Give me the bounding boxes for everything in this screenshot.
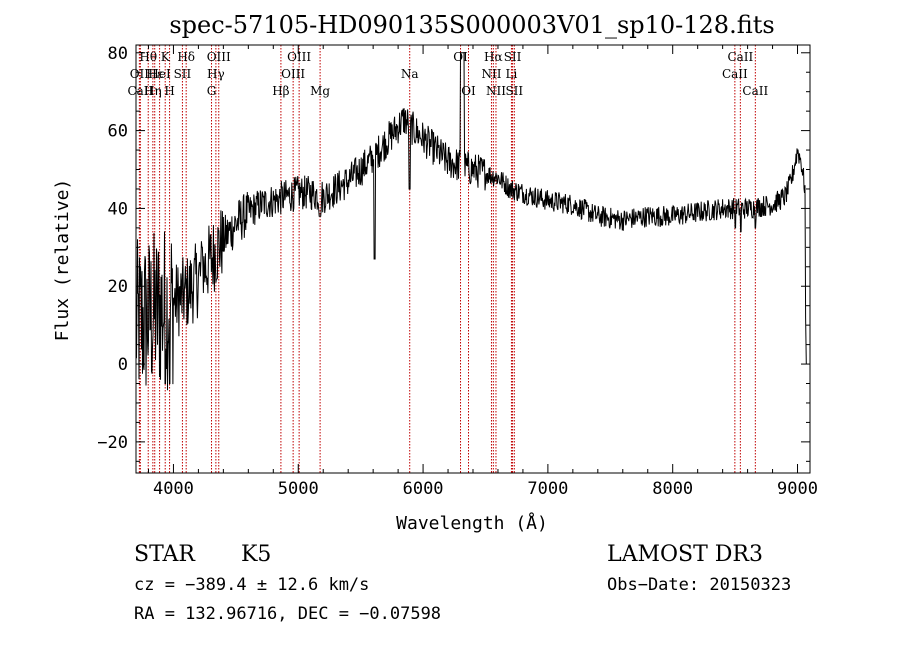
line-label-5: HeI <box>148 67 171 81</box>
line-label-6: Hη <box>144 84 162 98</box>
line-label-7: SII <box>174 67 192 81</box>
y-tick-label-0: −20 <box>97 433 128 453</box>
line-label-25: SII <box>505 84 523 98</box>
y-axis-label: Flux (relative) <box>52 179 73 342</box>
line-label-12: G <box>207 84 217 98</box>
object-subclass: K5 <box>241 542 271 567</box>
x-tick-label-5: 9000 <box>777 479 818 499</box>
line-label-20: Hα <box>484 50 503 64</box>
coordinates: RA = 132.96716, DEC = −0.07598 <box>134 604 441 624</box>
line-label-13: OIII <box>287 50 311 64</box>
redshift-readout: cz = −389.4 ± 12.6 km/s <box>134 575 369 595</box>
line-label-4: Hε <box>146 67 163 81</box>
line-label-17: Na <box>401 67 419 81</box>
x-tick-label-0: 4000 <box>153 479 194 499</box>
object-class: STAR <box>134 542 196 567</box>
y-tick-label-5: 80 <box>108 44 128 64</box>
line-label-26: CaII <box>727 50 753 64</box>
y-axis: −20 0 20 40 60 80 <box>97 44 810 462</box>
y-tick-label-3: 40 <box>108 199 128 219</box>
chart-title: spec-57105-HD090135S000003V01_sp10-128.f… <box>169 11 774 39</box>
line-label-1: OII <box>130 67 150 81</box>
x-tick-label-3: 7000 <box>527 479 568 499</box>
y-tick-label-4: 60 <box>108 122 128 142</box>
line-label-15: Hβ <box>272 84 289 98</box>
survey-label: LAMOST DR3 <box>607 542 763 567</box>
line-label-14: OIII <box>281 67 305 81</box>
line-label-24: NII <box>486 84 506 98</box>
line-label-27: CaII <box>722 67 748 81</box>
x-tick-label-4: 8000 <box>652 479 693 499</box>
line-label-22: NII <box>481 67 501 81</box>
line-label-9: Hδ <box>177 50 195 64</box>
line-markers <box>138 45 756 473</box>
line-label-28: CaII <box>742 84 768 98</box>
line-label-3: K <box>161 50 171 64</box>
line-label-16: Mg <box>310 84 330 98</box>
x-axis-label: Wavelength (Å) <box>396 512 548 534</box>
y-tick-label-1: 0 <box>118 355 128 375</box>
line-label-0: Hθ <box>139 50 157 64</box>
obs-date: Obs−Date: 20150323 <box>607 575 791 595</box>
line-label-8: H <box>164 84 174 98</box>
line-label-10: OIII <box>207 50 231 64</box>
line-label-19: OI <box>461 84 476 98</box>
line-label-11: Hγ <box>207 67 225 81</box>
line-label-2: CaII <box>127 84 153 98</box>
spectrum-line <box>135 52 807 391</box>
x-tick-label-2: 6000 <box>403 479 444 499</box>
line-label-23: Li <box>506 67 518 81</box>
y-tick-label-2: 20 <box>108 277 128 297</box>
plot-frame <box>135 44 811 474</box>
x-axis: 4000 5000 6000 7000 8000 9000 <box>147 45 818 499</box>
line-label-21: SII <box>504 50 522 64</box>
spectrum-series <box>135 52 807 391</box>
x-tick-label-1: 5000 <box>278 479 319 499</box>
